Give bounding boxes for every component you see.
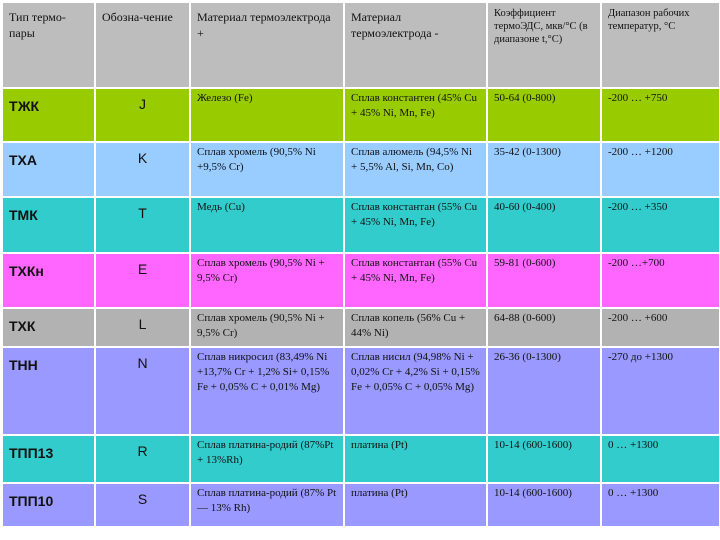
type-cell: ТПП13	[1, 434, 96, 484]
material-plus-cell: Сплав платина-родий (87% Pt — 13% Rh)	[189, 482, 345, 528]
material-minus-cell: Сплав константен (45% Cu + 45% Ni, Mn, F…	[343, 87, 488, 143]
table-row: ТНН N Сплав никросил (83,49% Ni +13,7% C…	[1, 346, 720, 436]
coefficient-cell: 10-14 (600-1600)	[486, 434, 602, 484]
coefficient-cell: 40-60 (0-400)	[486, 196, 602, 254]
range-cell: 0 … +1300	[600, 434, 720, 484]
material-plus-cell: Сплав никросил (83,49% Ni +13,7% Cr + 1,…	[189, 346, 345, 436]
material-plus-cell: Сплав платина-родий (87%Pt + 13%Rh)	[189, 434, 345, 484]
material-minus-cell: платина (Pt)	[343, 482, 488, 528]
type-cell: ТНН	[1, 346, 96, 436]
table-row: ТЖК J Железо (Fe) Сплав константен (45% …	[1, 87, 720, 143]
range-cell: -200 …+700	[600, 252, 720, 309]
type-cell: ТХКн	[1, 252, 96, 309]
material-minus-cell: Сплав нисил (94,98% Ni + 0,02% Cr + 4,2%…	[343, 346, 488, 436]
designation-cell: J	[94, 87, 191, 143]
range-cell: 0 … +1300	[600, 482, 720, 528]
table-row: ТХА K Сплав хромель (90,5% Ni +9,5% Cr) …	[1, 141, 720, 198]
type-cell: ТХК	[1, 307, 96, 348]
designation-cell: R	[94, 434, 191, 484]
designation-cell: E	[94, 252, 191, 309]
coefficient-cell: 10-14 (600-1600)	[486, 482, 602, 528]
header-material-plus: Материал термоэлектрода +	[189, 1, 345, 89]
header-designation: Обозна-чение	[94, 1, 191, 89]
range-cell: -200 … +600	[600, 307, 720, 348]
thermocouple-table: Тип термо-пары Обозна-чение Материал тер…	[1, 1, 720, 528]
material-plus-cell: Железо (Fe)	[189, 87, 345, 143]
material-plus-cell: Сплав хромель (90,5% Ni +9,5% Cr)	[189, 141, 345, 198]
designation-cell: N	[94, 346, 191, 436]
range-cell: -200 … +750	[600, 87, 720, 143]
coefficient-cell: 26-36 (0-1300)	[486, 346, 602, 436]
coefficient-cell: 35-42 (0-1300)	[486, 141, 602, 198]
header-coefficient: Коэффициент термоЭДС, мкв/°С (в диапазон…	[486, 1, 602, 89]
coefficient-cell: 64-88 (0-600)	[486, 307, 602, 348]
table-row: ТПП13 R Сплав платина-родий (87%Pt + 13%…	[1, 434, 720, 484]
type-cell: ТЖК	[1, 87, 96, 143]
material-plus-cell: Сплав хромель (90,5% Ni + 9,5% Cr)	[189, 252, 345, 309]
range-cell: -200 … +1200	[600, 141, 720, 198]
header-row: Тип термо-пары Обозна-чение Материал тер…	[1, 1, 720, 89]
coefficient-cell: 50-64 (0-800)	[486, 87, 602, 143]
header-type: Тип термо-пары	[1, 1, 96, 89]
range-cell: -270 до +1300	[600, 346, 720, 436]
material-plus-cell: Сплав хромель (90,5% Ni + 9,5% Cr)	[189, 307, 345, 348]
range-cell: -200 … +350	[600, 196, 720, 254]
type-cell: ТПП10	[1, 482, 96, 528]
table-row: ТХК L Сплав хромель (90,5% Ni + 9,5% Cr)…	[1, 307, 720, 348]
material-plus-cell: Медь (Cu)	[189, 196, 345, 254]
type-cell: ТХА	[1, 141, 96, 198]
material-minus-cell: Сплав константан (55% Cu + 45% Ni, Mn, F…	[343, 196, 488, 254]
material-minus-cell: Сплав константан (55% Cu + 45% Ni, Mn, F…	[343, 252, 488, 309]
material-minus-cell: Сплав алюмель (94,5% Ni + 5,5% Al, Si, M…	[343, 141, 488, 198]
table-row: ТМК T Медь (Cu) Сплав константан (55% Cu…	[1, 196, 720, 254]
table-row: ТХКн E Сплав хромель (90,5% Ni + 9,5% Cr…	[1, 252, 720, 309]
header-material-minus: Материал термоэлектрода -	[343, 1, 488, 89]
table-row: ТПП10 S Сплав платина-родий (87% Pt — 13…	[1, 482, 720, 528]
type-cell: ТМК	[1, 196, 96, 254]
designation-cell: S	[94, 482, 191, 528]
coefficient-cell: 59-81 (0-600)	[486, 252, 602, 309]
designation-cell: L	[94, 307, 191, 348]
designation-cell: K	[94, 141, 191, 198]
material-minus-cell: платина (Pt)	[343, 434, 488, 484]
designation-cell: T	[94, 196, 191, 254]
material-minus-cell: Сплав копель (56% Cu + 44% Ni)	[343, 307, 488, 348]
header-range: Диапазон рабочих температур, °С	[600, 1, 720, 89]
